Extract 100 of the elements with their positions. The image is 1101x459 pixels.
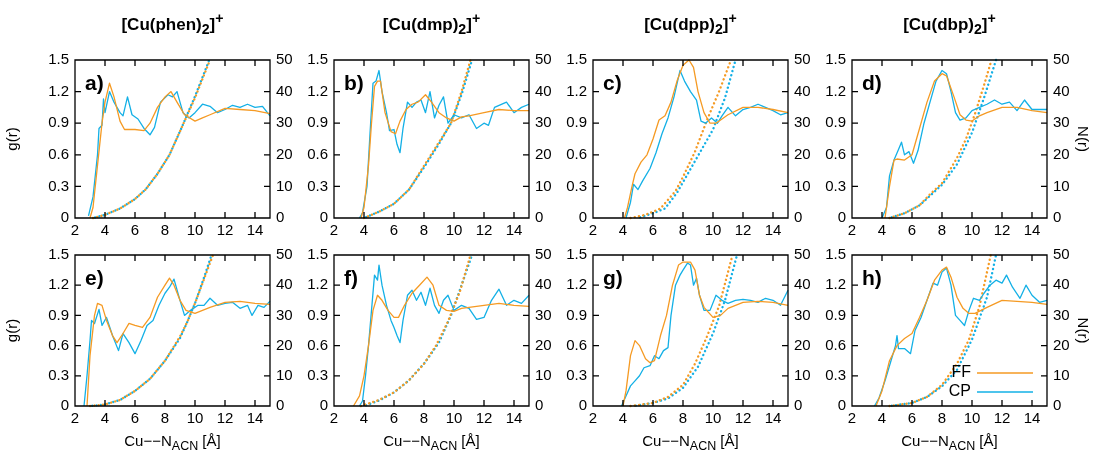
y-tick-label: 1.2 [825,275,846,293]
y-tick-label: 0.6 [48,335,69,353]
annotation: f) [344,266,358,289]
y2-tick-label: 20 [535,335,552,353]
y2-tick-label: 30 [1053,113,1070,131]
y2-tick-label: 40 [276,275,293,293]
x-tick-label: 6 [648,221,658,239]
y2-tick-label: 50 [794,245,811,263]
x-tick-label: 10 [186,221,204,239]
legend-label: CP [948,382,971,400]
y2-tick-label: 20 [535,144,552,162]
x-tick-label: 2 [847,221,857,239]
x-tick-label: 2 [588,409,598,427]
x-tick-label: 10 [704,409,722,427]
y-axis-title: g(r) [3,127,21,151]
y-tick-label: 1.2 [566,275,587,293]
x-tick-label: 2 [329,409,339,427]
x-axis-title: Cu−−N$_{ACN}$ [Å] [900,432,999,453]
y-tick-label: 0.3 [566,176,587,194]
x-tick-label: 10 [445,221,463,239]
y2-tick-label: 50 [535,50,552,68]
y-tick-label: 1.2 [307,81,328,99]
y-tick-label: 0.6 [307,144,328,162]
y2-tick-label: 40 [1053,81,1070,99]
y-tick-label: 0 [578,208,587,226]
y-tick-label: 0.6 [566,144,587,162]
x-tick-label: 8 [160,409,170,427]
x-tick-label: 12 [216,221,234,239]
y2-tick-label: 10 [535,365,552,383]
y-tick-label: 0.3 [825,176,846,194]
y2-tick-label: 20 [794,335,811,353]
x-tick-label: 8 [678,409,688,427]
y2-tick-label: 20 [794,144,811,162]
y-tick-label: 0.6 [825,144,846,162]
y-tick-label: 1.2 [48,81,69,99]
x-tick-label: 8 [937,221,947,239]
y2-tick-label: 0 [794,396,803,414]
y2-tick-label: 10 [1053,176,1070,194]
y2-tick-label: 0 [276,208,285,226]
y-tick-label: 0.6 [48,144,69,162]
y2-tick-label: 10 [794,176,811,194]
y-tick-label: 1.5 [307,245,328,263]
x-tick-label: 2 [70,409,80,427]
x-tick-label: 8 [419,221,429,239]
y-tick-label: 0.3 [307,365,328,383]
x-tick-label: 6 [389,409,399,427]
y-tick-label: 0.3 [48,365,69,383]
y-tick-label: 0 [319,208,328,226]
y2-tick-label: 30 [794,113,811,131]
annotation: d) [862,71,882,94]
x-axis-title: Cu−−N$_{ACN}$ [Å] [123,432,222,453]
y-tick-label: 0.6 [566,335,587,353]
x-tick-label: 12 [734,409,752,427]
annotation: h) [862,266,882,289]
y2-tick-label: 0 [1053,396,1062,414]
x-tick-label: 2 [588,221,598,239]
y2-tick-label: 40 [535,81,552,99]
y2-tick-label: 0 [794,208,803,226]
y-tick-label: 0.9 [566,305,587,323]
annotation: e) [85,266,104,289]
x-tick-label: 8 [937,409,947,427]
x-axis-title: Cu−−N$_{ACN}$ [Å] [382,432,481,453]
x-tick-label: 12 [993,221,1011,239]
x-tick-label: 6 [130,221,140,239]
x-tick-label: 14 [764,221,782,239]
y2-tick-label: 30 [535,113,552,131]
y-tick-label: 0.9 [307,305,328,323]
x-tick-label: 4 [359,409,369,427]
chart-title: [Cu(phen)$_{2}$]$^{+}$ [120,10,225,38]
y-tick-label: 0.9 [825,305,846,323]
y2-tick-label: 50 [794,50,811,68]
annotation: a) [85,71,104,94]
y2-tick-label: 0 [535,208,544,226]
legend-label: FF [951,363,972,381]
y2-tick-label: 30 [276,113,293,131]
x-tick-label: 10 [704,221,722,239]
y2-tick-label: 0 [535,396,544,414]
y2-tick-label: 50 [276,50,293,68]
y-tick-label: 1.5 [566,50,587,68]
chart-title: [Cu(dmp)$_{2}$]$^{+}$ [381,10,482,38]
y-tick-label: 0.9 [48,305,69,323]
x-tick-label: 14 [505,221,523,239]
y2-tick-label: 40 [794,275,811,293]
x-tick-label: 6 [907,221,917,239]
y2-tick-label: 20 [276,144,293,162]
y-tick-label: 1.5 [825,245,846,263]
x-tick-label: 2 [847,409,857,427]
x-tick-label: 10 [963,221,981,239]
y-tick-label: 1.5 [48,245,69,263]
y-tick-label: 0.3 [48,176,69,194]
y-tick-label: 1.2 [48,275,69,293]
y2-tick-label: 50 [1053,50,1070,68]
x-tick-label: 4 [877,221,887,239]
y-tick-label: 1.5 [48,50,69,68]
y2-tick-label: 40 [794,81,811,99]
x-tick-label: 14 [246,409,264,427]
y-tick-label: 0.6 [825,335,846,353]
y2-tick-label: 20 [1053,335,1070,353]
x-tick-label: 4 [100,409,110,427]
x-tick-label: 12 [734,221,752,239]
